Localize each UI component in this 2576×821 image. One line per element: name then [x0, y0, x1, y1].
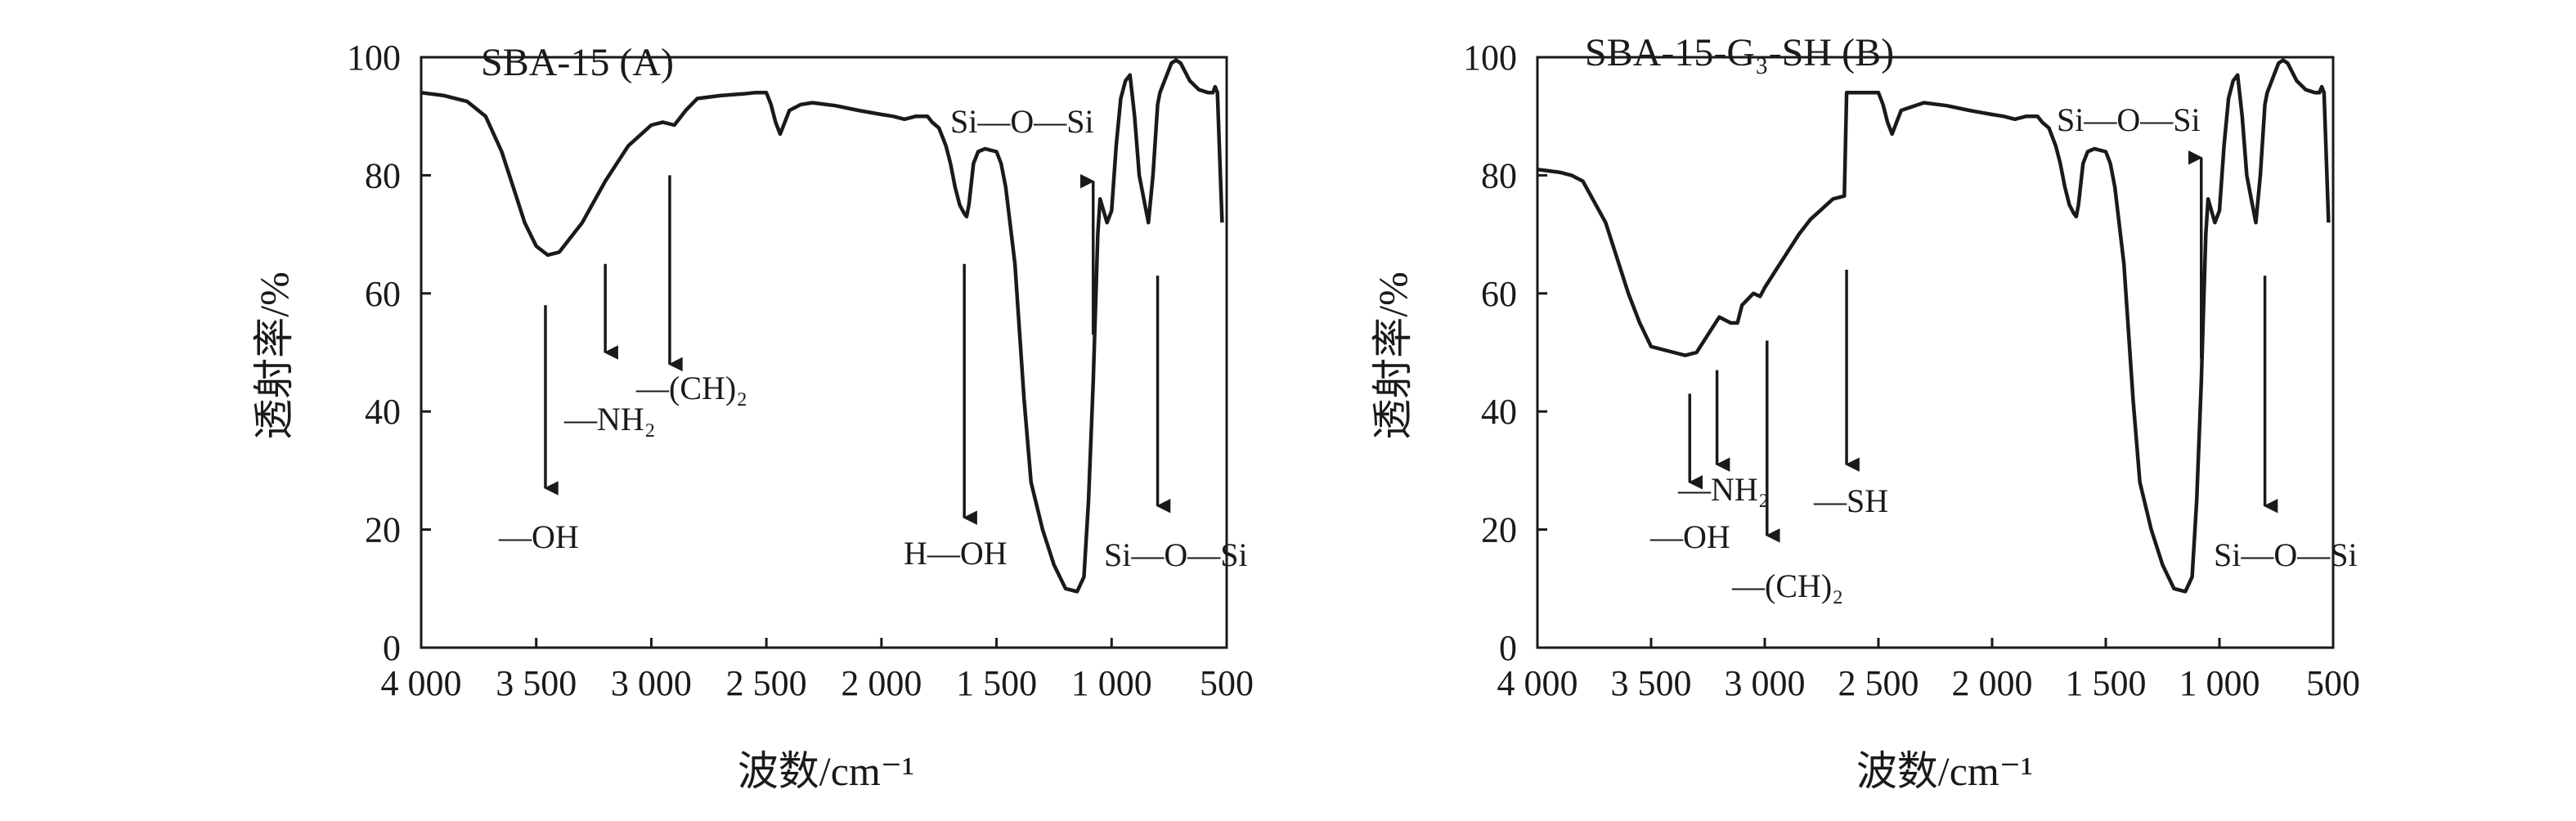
- annotation-label-sioisi-up: Si—O—Si: [2057, 101, 2201, 138]
- spectrum-line-a: [420, 58, 1224, 594]
- x-tick-label: 3 000: [1725, 663, 1806, 703]
- x-tick-label: 2 000: [1952, 663, 2033, 703]
- x-tick-label: 3 500: [496, 663, 577, 703]
- y-tick-label: 80: [365, 155, 401, 195]
- annotation-label-sh: —SH: [1813, 482, 1888, 519]
- chart-title: SBA-15 (A): [481, 41, 674, 84]
- x-tick-label: 2 500: [726, 663, 807, 703]
- plot-frame: [1536, 56, 2335, 649]
- annotation-label-nh2: —NH₂: [1677, 471, 1770, 508]
- y-tick-label: 20: [1481, 510, 1517, 550]
- y-axis-label: 透射率/%: [1370, 271, 1416, 440]
- x-tick-label: 1 000: [1071, 663, 1152, 703]
- annotation-label-nh2-text: —NH₂: [563, 401, 656, 437]
- chart-panel-b: 4 000 3 500 3 000 2 500 2 000 1 500 1 000 500 0 2…: [1370, 31, 2360, 794]
- x-tick-label: 4 000: [1497, 663, 1578, 703]
- annotation-label-ch2: —(CH)₂: [635, 370, 747, 406]
- chart-panel-a: 4 000 3 500 3 000 2 500 2 000 1 500 1 000 500 0 2…: [251, 38, 1254, 794]
- y-tick-label: 40: [365, 392, 401, 432]
- y-tick-label: 0: [383, 628, 401, 668]
- y-tick-label: 60: [1481, 274, 1517, 314]
- x-axis-label: 波数/cm⁻¹: [738, 748, 914, 794]
- annotation-label-nh2: —NH₂: [563, 401, 656, 437]
- tick-layer: 4 000 3 500 3 000 2 500 2 000 1 500 1 000 500 0 2…: [1463, 38, 2360, 703]
- y-tick-label: 100: [1463, 38, 1517, 78]
- annotation-label-sioisi-up: Si—O—Si: [950, 103, 1094, 140]
- y-tick-label: 60: [365, 274, 401, 314]
- chart-title: SBA-15-G₃-SH (B): [1585, 31, 1894, 74]
- y-tick-label: 20: [365, 510, 401, 550]
- x-axis-label: 波数/cm⁻¹: [1856, 748, 2033, 794]
- x-tick-label: 4 000: [381, 663, 462, 703]
- y-tick-label: 0: [1499, 628, 1517, 668]
- plot-frame: [420, 56, 1228, 649]
- x-tick-label: 3 500: [1611, 663, 1692, 703]
- x-tick-label: 500: [2306, 663, 2360, 703]
- spectrum-line-b: [1537, 58, 2331, 594]
- annotation-label-sioisi-down: Si—O—Si: [1104, 536, 1248, 573]
- x-tick-label: 500: [1200, 663, 1254, 703]
- annotation-arrows: [1688, 150, 2278, 543]
- x-tick-label: 1 500: [956, 663, 1037, 703]
- y-axis-label: 透射率/%: [251, 271, 297, 440]
- annotation-label-sioisi-down: Si—O—Si: [2214, 536, 2358, 573]
- x-tick-label: 2 000: [841, 663, 922, 703]
- y-tick-label: 40: [1481, 392, 1517, 432]
- x-tick-label: 1 500: [2066, 663, 2147, 703]
- y-tick-label: 100: [347, 38, 401, 78]
- annotation-label-hoh: H—OH: [904, 535, 1008, 572]
- annotation-label-oh: —OH: [1649, 518, 1730, 555]
- annotation-arrows: [544, 173, 1171, 525]
- x-tick-label: 1 000: [2179, 663, 2260, 703]
- y-tick-label: 80: [1481, 155, 1517, 195]
- tick-layer: 4 000 3 500 3 000 2 500 2 000 1 500 1 000 500 0 2…: [347, 38, 1254, 703]
- annotation-label-oh: —OH: [498, 518, 579, 555]
- x-tick-label: 2 500: [1838, 663, 1919, 703]
- x-tick-label: 3 000: [611, 663, 692, 703]
- annotation-label-ch2: —(CH)₂: [1731, 568, 1843, 604]
